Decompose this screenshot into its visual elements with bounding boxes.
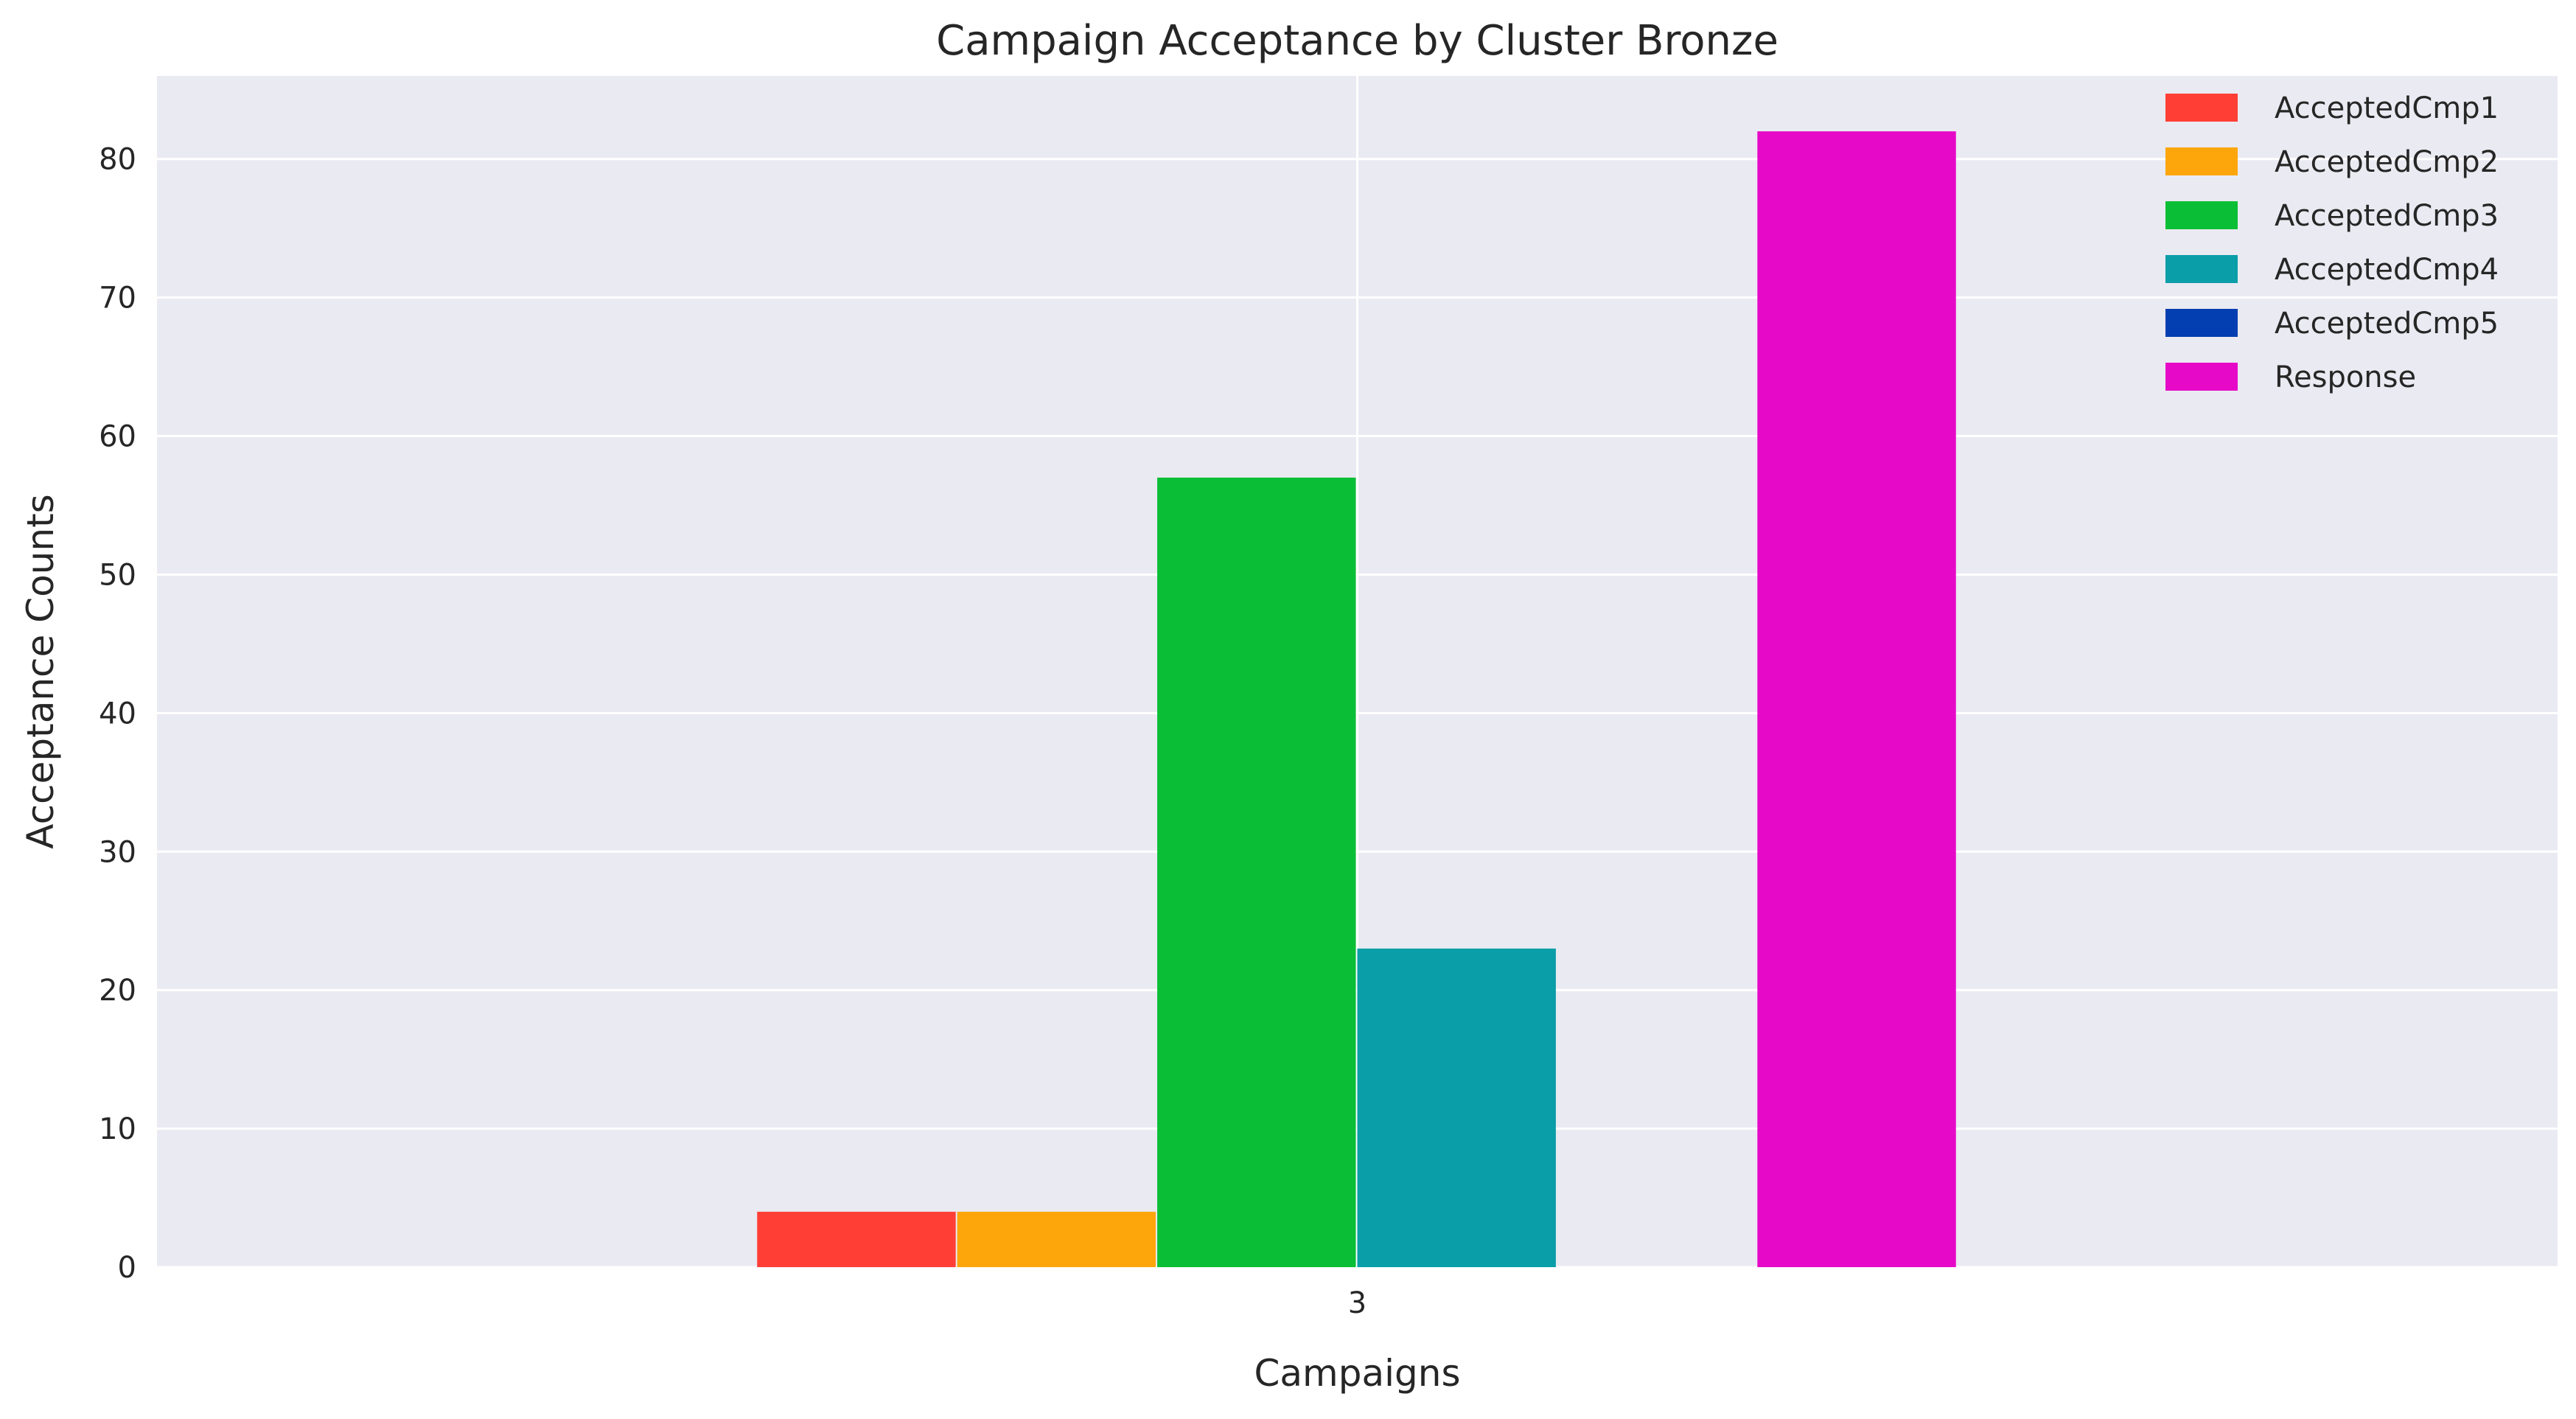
axis-ticks: 0 10 20 30 40 50 60 70 80 3 xyxy=(99,143,1366,1320)
y-tick-label: 80 xyxy=(99,143,136,177)
legend-label: AcceptedCmp3 xyxy=(2275,199,2499,233)
legend-swatch xyxy=(2165,201,2238,229)
y-axis-label: Acceptance Counts xyxy=(19,494,62,848)
chart-title: Campaign Acceptance by Cluster Bronze xyxy=(936,17,1779,65)
y-tick-label: 50 xyxy=(99,558,136,592)
legend-label: AcceptedCmp4 xyxy=(2275,253,2499,287)
y-tick-label: 30 xyxy=(99,835,136,869)
y-tick-label: 60 xyxy=(99,420,136,454)
y-tick-label: 40 xyxy=(99,697,136,731)
legend: AcceptedCmp1 AcceptedCmp2 AcceptedCmp3 Acce… xyxy=(2165,91,2499,394)
bar-response xyxy=(1757,131,1956,1267)
y-tick-label: 70 xyxy=(99,282,136,315)
legend-label: AcceptedCmp1 xyxy=(2275,91,2499,125)
y-tick-label: 0 xyxy=(118,1251,136,1285)
legend-label: AcceptedCmp2 xyxy=(2275,145,2499,179)
legend-label: Response xyxy=(2275,360,2416,394)
x-tick-label: 3 xyxy=(1348,1286,1366,1320)
bar-acceptedcmp1 xyxy=(757,1211,956,1267)
legend-swatch xyxy=(2165,94,2238,122)
bar-acceptedcmp4 xyxy=(1357,948,1556,1267)
bars xyxy=(757,131,1956,1268)
legend-swatch xyxy=(2165,363,2238,391)
legend-label: AcceptedCmp5 xyxy=(2275,307,2499,341)
legend-swatch xyxy=(2165,255,2238,283)
y-tick-label: 10 xyxy=(99,1112,136,1146)
bar-acceptedcmp3 xyxy=(1157,477,1356,1268)
y-tick-label: 20 xyxy=(99,974,136,1008)
legend-swatch xyxy=(2165,309,2238,337)
bar-acceptedcmp2 xyxy=(957,1211,1156,1267)
legend-swatch xyxy=(2165,147,2238,175)
x-axis-label: Campaigns xyxy=(1254,1352,1460,1395)
